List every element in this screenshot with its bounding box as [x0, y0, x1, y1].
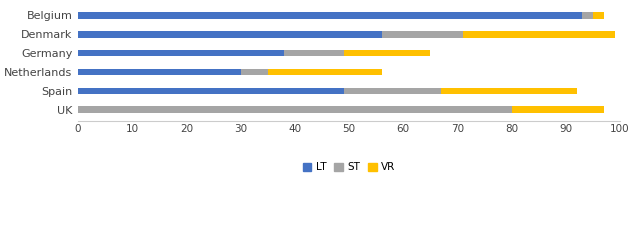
- Bar: [344, 88, 441, 94]
- Bar: [344, 50, 430, 57]
- Bar: [78, 31, 382, 38]
- Legend: LT, ST, VR: LT, ST, VR: [299, 158, 399, 177]
- Bar: [78, 88, 344, 94]
- Bar: [240, 69, 268, 75]
- Bar: [78, 50, 284, 57]
- Bar: [78, 12, 582, 19]
- Bar: [582, 12, 593, 19]
- Bar: [441, 88, 577, 94]
- Bar: [78, 69, 240, 75]
- Bar: [593, 12, 604, 19]
- Bar: [512, 106, 604, 113]
- Bar: [382, 31, 463, 38]
- Bar: [463, 31, 614, 38]
- Bar: [284, 50, 344, 57]
- Bar: [268, 69, 382, 75]
- Bar: [78, 106, 512, 113]
